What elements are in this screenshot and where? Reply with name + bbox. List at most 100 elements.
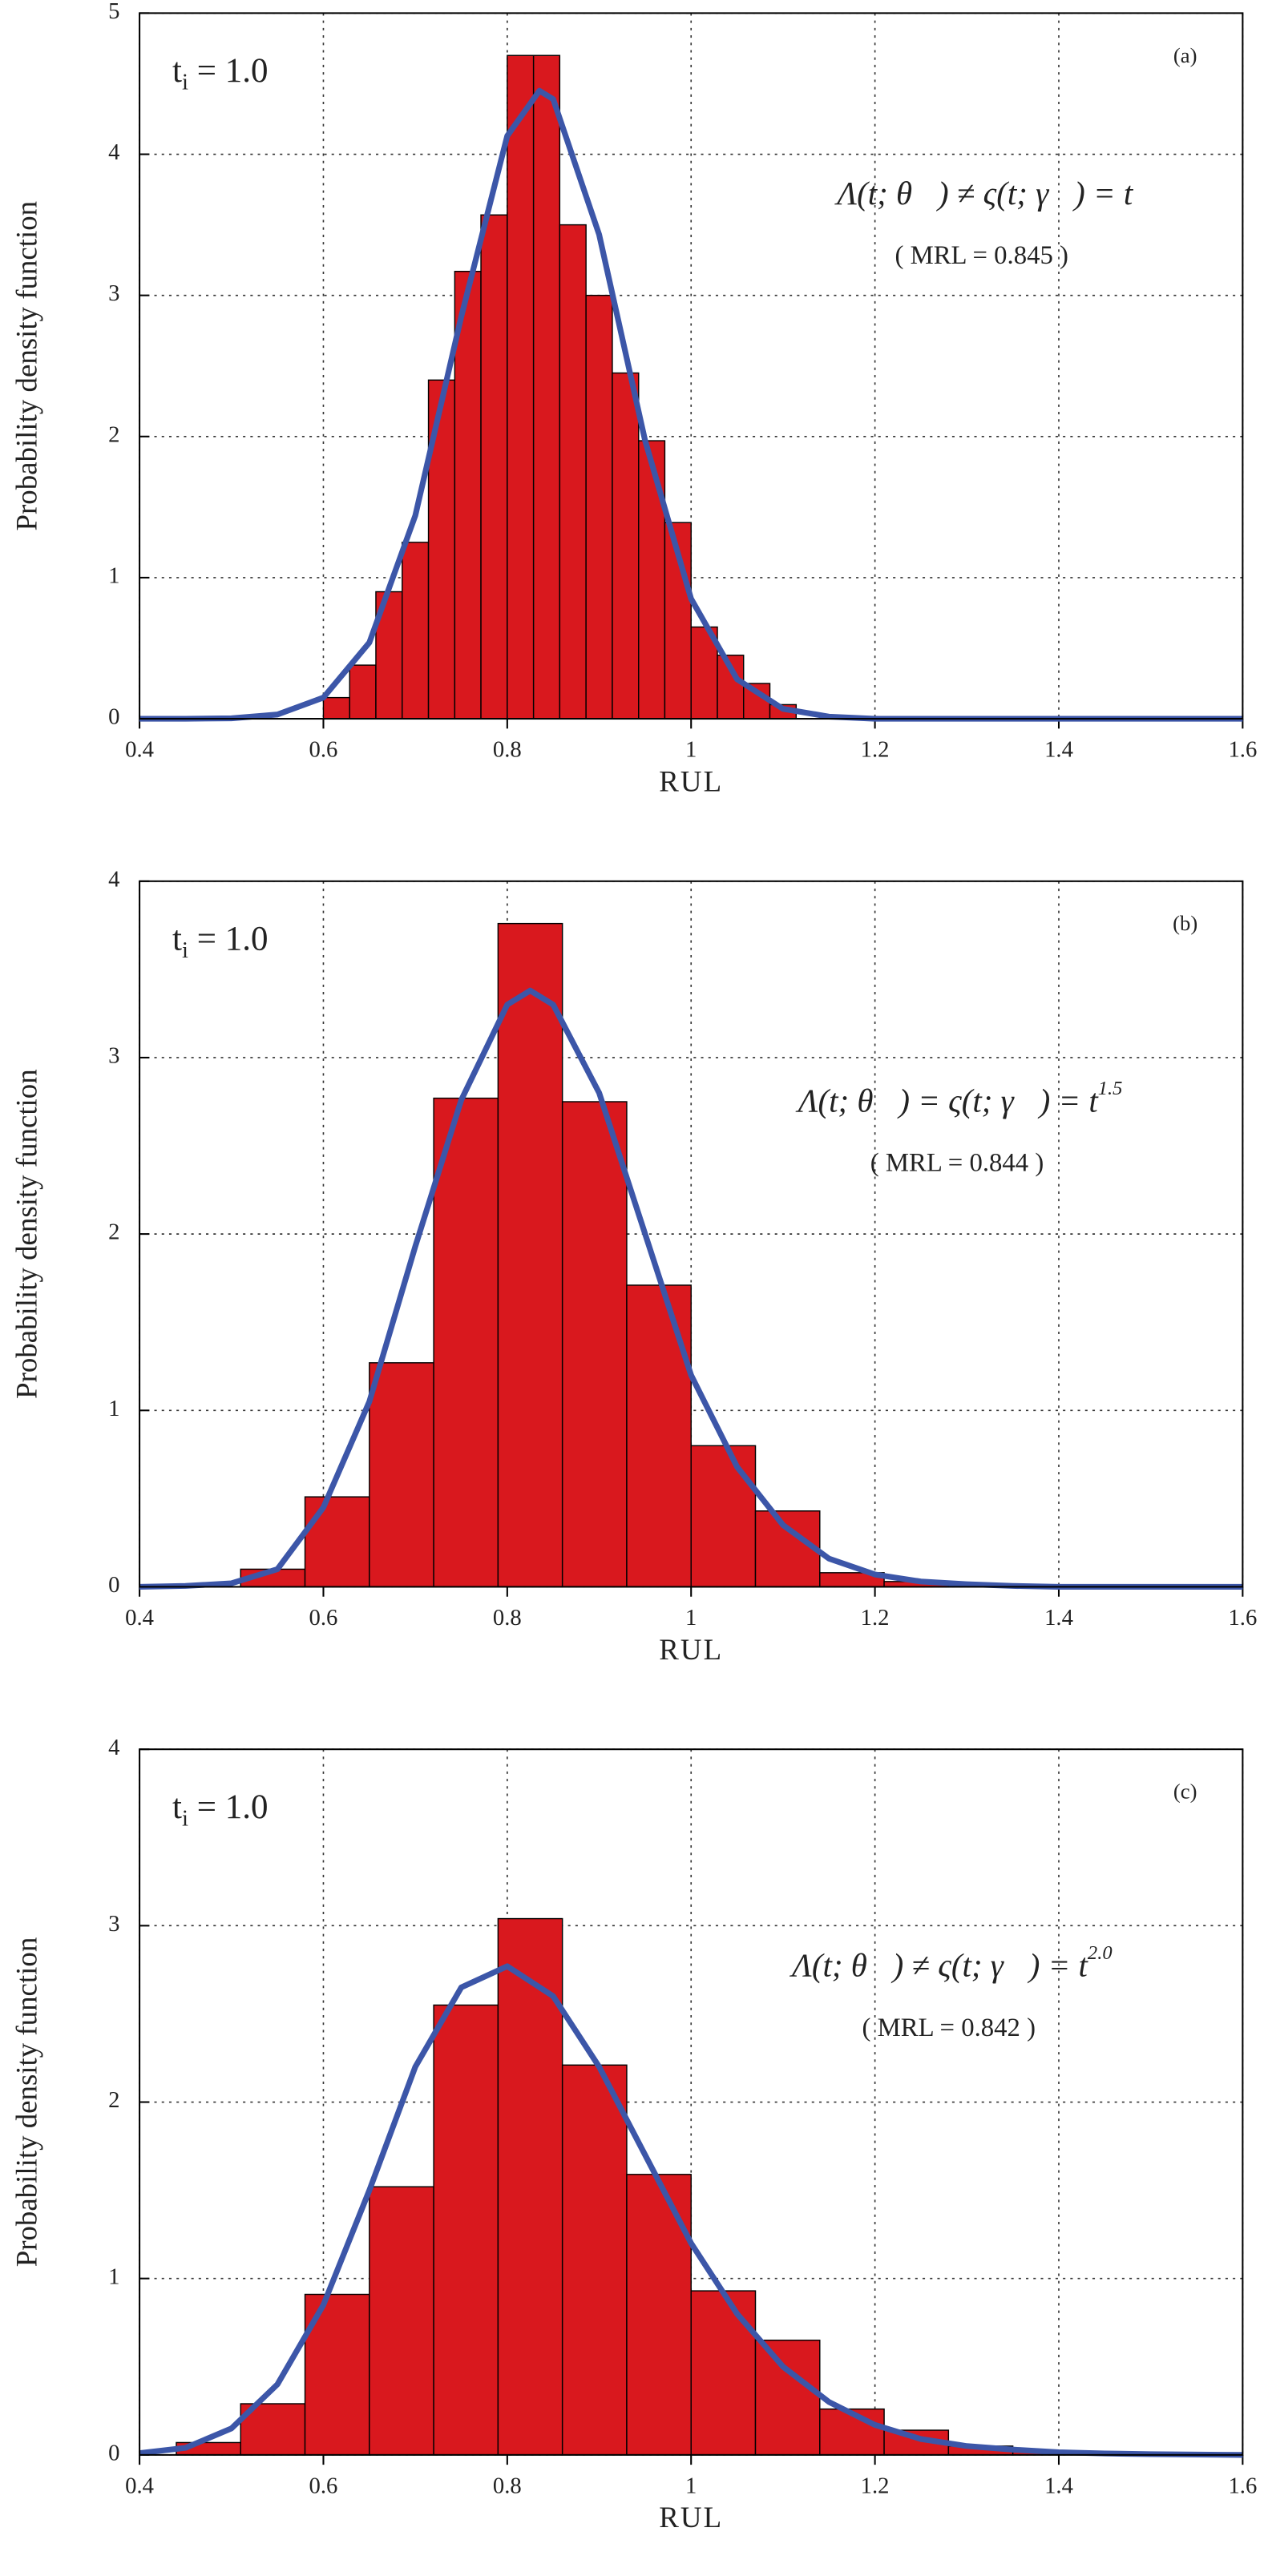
formula-text: Λ(t; θ⃗) = ς(t; γ⃗) = t	[795, 1082, 1100, 1119]
y-tick-label: 1	[108, 2264, 119, 2289]
annotation-symbol: t	[172, 920, 182, 957]
plot-frame	[139, 12, 1244, 720]
histogram-bar	[754, 2340, 821, 2456]
histogram-bar	[433, 1097, 499, 1588]
panel-label: (c)	[1173, 1780, 1197, 1804]
annotation: ti = 1.0	[172, 1788, 268, 1831]
x-tick-label: 0.8	[493, 737, 522, 763]
annotation-subscript: i	[182, 69, 188, 95]
x-tick-label: 1.2	[861, 1605, 890, 1631]
y-tick-label: 4	[108, 866, 119, 892]
histogram-bar	[497, 1917, 563, 2456]
mrl-label: ( MRL = 0.845 )	[894, 241, 1068, 270]
histogram-bar	[559, 224, 587, 720]
x-tick-label: 1.4	[1044, 2473, 1073, 2498]
y-axis-label: Probability density function	[10, 1069, 42, 1399]
y-tick-label: 0	[108, 2440, 119, 2465]
histogram-bar	[497, 922, 563, 1588]
x-tick-label: 0.6	[309, 1605, 338, 1631]
x-axis-label: RUL	[659, 1633, 723, 1666]
histogram-bar	[402, 542, 430, 720]
y-tick-label: 2	[108, 421, 119, 447]
x-tick-label: 1.6	[1228, 737, 1257, 763]
x-tick-label: 1	[685, 2473, 697, 2498]
plot-frame	[139, 1748, 1244, 2456]
histogram-bar	[561, 1101, 628, 1588]
histogram-bar	[480, 214, 508, 720]
y-tick-label: 2	[108, 2087, 119, 2113]
histogram-bar	[638, 440, 666, 720]
histogram-bar	[304, 1496, 370, 1588]
y-axis-label: Probability density function	[10, 201, 42, 531]
histogram-bar	[349, 664, 377, 720]
histogram-bar	[369, 2186, 434, 2456]
y-tick-label: 3	[108, 1911, 119, 1937]
x-axis-label: RUL	[659, 2501, 723, 2534]
histogram-bar	[433, 2004, 499, 2456]
annotation-symbol: t	[172, 52, 182, 90]
x-tick-label: 0.4	[125, 737, 154, 763]
annotation: ti = 1.0	[172, 920, 268, 962]
x-tick-label: 1.4	[1044, 737, 1073, 763]
histogram-bar	[369, 1362, 434, 1588]
annotation-subscript: i	[182, 937, 188, 962]
y-tick-label: 3	[108, 280, 119, 306]
x-tick-label: 1.2	[861, 2473, 890, 2498]
histogram-bar	[507, 54, 535, 720]
y-axis-label: Probability density function	[10, 1937, 42, 2268]
formula-exponent: 2.0	[1088, 1942, 1113, 1964]
y-tick-label: 1	[108, 562, 119, 588]
x-tick-label: 0.6	[309, 2473, 338, 2498]
x-tick-label: 1	[685, 737, 697, 763]
formula: Λ(t; θ⃗) ≠ ς(t; γ⃗) = t2.0	[789, 1942, 1113, 1984]
x-tick-label: 1.6	[1228, 2473, 1257, 2498]
x-tick-label: 0.6	[309, 737, 338, 763]
y-tick-label: 0	[108, 1572, 119, 1598]
histogram-bar	[626, 1284, 692, 1588]
annotation-text: = 1.0	[188, 52, 269, 90]
formula: Λ(t; θ⃗) ≠ ς(t; γ⃗) = t	[834, 175, 1133, 212]
plot-frame	[139, 880, 1244, 1588]
formula-text: Λ(t; θ⃗) ≠ ς(t; γ⃗) = t	[789, 1947, 1088, 1984]
histogram-bar	[626, 2174, 692, 2456]
annotation-text: = 1.0	[188, 1788, 269, 1826]
x-tick-label: 1.2	[861, 737, 890, 763]
formula: Λ(t; θ⃗) = ς(t; γ⃗) = t1.5	[795, 1078, 1123, 1119]
x-tick-label: 1.6	[1228, 1605, 1257, 1631]
formula-text: Λ(t; θ⃗) ≠ ς(t; γ⃗) = t	[834, 175, 1133, 212]
histogram-bar	[454, 270, 482, 720]
y-tick-label: 4	[108, 1735, 119, 1760]
annotation: ti = 1.0	[172, 52, 268, 95]
y-tick-label: 3	[108, 1043, 119, 1069]
histogram-bar	[585, 294, 613, 720]
histogram-bar	[532, 54, 561, 720]
formula-exponent: 1.5	[1098, 1078, 1123, 1099]
mrl-label: ( MRL = 0.844 )	[870, 1149, 1044, 1178]
panel-label: (a)	[1173, 43, 1197, 67]
mrl-label: ( MRL = 0.842 )	[862, 2014, 1036, 2042]
fitted-curve	[139, 1963, 1243, 2458]
annotation-text: = 1.0	[188, 920, 269, 957]
x-tick-label: 0.8	[493, 1605, 522, 1631]
x-axis-label: RUL	[659, 764, 723, 797]
y-tick-label: 2	[108, 1219, 119, 1245]
fitted-curve	[139, 987, 1243, 1590]
histogram-bar	[690, 1445, 757, 1588]
annotation-subscript: i	[182, 1805, 188, 1831]
histogram-bar	[754, 1510, 821, 1588]
x-tick-label: 1	[685, 1605, 697, 1631]
y-tick-label: 1	[108, 1396, 119, 1421]
panel-label: (b)	[1173, 911, 1197, 935]
annotation-symbol: t	[172, 1788, 182, 1826]
x-tick-label: 0.8	[493, 2473, 522, 2498]
histogram-bar	[322, 696, 350, 720]
x-tick-label: 0.4	[125, 2473, 154, 2498]
x-tick-label: 1.4	[1044, 1605, 1073, 1631]
histogram-bar	[612, 372, 640, 720]
y-tick-label: 5	[108, 0, 119, 24]
x-tick-label: 0.4	[125, 1605, 154, 1631]
histogram-bar	[690, 2290, 757, 2456]
y-tick-label: 4	[108, 139, 119, 165]
histogram-bar	[561, 2064, 628, 2456]
